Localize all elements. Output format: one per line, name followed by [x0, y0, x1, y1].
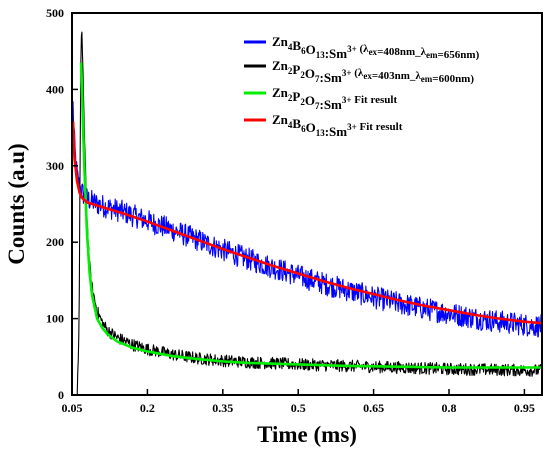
legend-text-part: B [292, 38, 301, 53]
legend-text-part: 4 [288, 120, 293, 130]
legend-text-part: Zn [272, 58, 289, 73]
legend-text-part: 4 [288, 42, 293, 52]
y-tick-label: 500 [46, 6, 64, 20]
legend-text-part: (λ [357, 43, 369, 55]
plot-frame [71, 12, 543, 396]
x-axis-ticks: 0.05 0.2 0.35 0.5 0.65 0.8 0.95 [62, 389, 535, 415]
y-tick-label: 300 [46, 159, 64, 173]
legend-text-part: P [292, 89, 300, 104]
legend-text-part: 13 [316, 50, 326, 60]
series-line-2 [79, 62, 542, 369]
y-tick-label: 0 [58, 388, 64, 402]
series-layer [72, 31, 542, 395]
legend-text-part: :Sm [319, 97, 342, 112]
legend-text-part: 7 [315, 74, 320, 84]
x-tick-label: 0.2 [140, 401, 155, 415]
legend-text-part: 3+ [342, 95, 352, 105]
legend-text-part: O [306, 120, 316, 135]
legend-text-part: 7 [315, 101, 320, 111]
x-axis-title: Time (ms) [257, 422, 357, 447]
legend-text-part: =403nm_λ [372, 70, 422, 82]
legend-text-part: 3+ [342, 68, 352, 78]
legend-text-part: =408nm_λ [377, 46, 427, 58]
legend-text-part: =600nm) [432, 73, 474, 85]
legend-text-part: Fit result [357, 121, 403, 133]
legend-text-part: 2 [300, 97, 305, 107]
legend-text-part: O [305, 93, 315, 108]
x-tick-label: 0.05 [62, 401, 83, 415]
legend-text-part: em [426, 50, 438, 60]
legend-text-part: Zn [272, 112, 289, 127]
legend-text-part: Fit result [352, 94, 398, 106]
legend-text-part: 6 [301, 124, 306, 134]
y-axis-title: Counts (a.u) [4, 143, 29, 264]
legend-text-part: 3+ [347, 44, 357, 54]
legend-text-part: :Sm [325, 46, 348, 61]
legend-entry-label: Zn4B6O13:Sm3+ (λex=408nm_λem=656nm) [272, 34, 480, 61]
legend-text-part: =656nm) [438, 49, 480, 61]
legend-text-part: em [421, 74, 433, 84]
x-tick-label: 0.5 [291, 401, 306, 415]
series-line-3 [72, 121, 542, 325]
y-tick-label: 200 [46, 235, 64, 249]
legend-text-part: ex [363, 71, 372, 81]
y-axis-ticks: 0 100 200 300 400 500 [46, 6, 78, 402]
legend-text-part: (λ [352, 67, 364, 79]
legend-text-part: 2 [288, 66, 293, 76]
legend-text-part: Zn [272, 85, 289, 100]
x-tick-label: 0.95 [514, 401, 535, 415]
legend-entry-label: Zn2P2O7:Sm3+ (λex=403nm_λem=600nm) [272, 58, 474, 85]
legend-text-part: 2 [288, 93, 293, 103]
y-tick-label: 400 [46, 82, 64, 96]
series-line-1 [72, 31, 542, 395]
x-tick-label: 0.65 [363, 401, 384, 415]
legend-text-part: Zn [272, 34, 289, 49]
legend-text-part: 6 [301, 46, 306, 56]
x-tick-label: 0.8 [442, 401, 457, 415]
legend-text-part: 13 [316, 128, 326, 138]
legend-text-part: P [292, 62, 300, 77]
legend-entry-label: Zn2P2O7:Sm3+ Fit result [272, 85, 397, 112]
legend-text-part: O [306, 42, 316, 57]
legend-text-part: :Sm [319, 70, 342, 85]
legend-text-part: 2 [300, 70, 305, 80]
legend: Zn4B6O13:Sm3+ (λex=408nm_λem=656nm)Zn2P2… [244, 34, 480, 139]
legend-text-part: ex [369, 47, 378, 57]
legend-text-part: B [292, 116, 301, 131]
x-tick-label: 0.35 [212, 401, 233, 415]
legend-text-part: 3+ [347, 122, 357, 132]
legend-text-part: :Sm [325, 124, 348, 139]
legend-text-part: O [305, 66, 315, 81]
legend-entry-label: Zn4B6O13:Sm3+ Fit result [272, 112, 403, 139]
plot-background [72, 13, 542, 395]
y-tick-label: 100 [46, 312, 64, 326]
